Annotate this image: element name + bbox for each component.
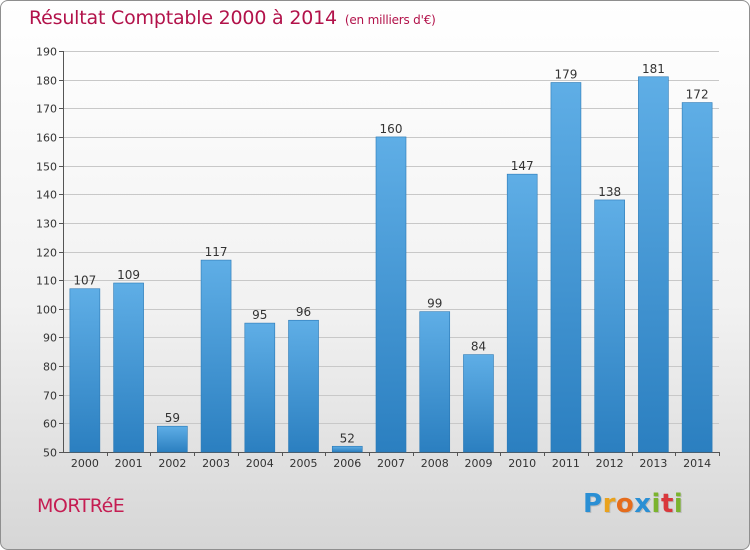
bar — [157, 425, 188, 453]
x-tick-label: 2006 — [333, 457, 361, 470]
x-tick-label: 2004 — [246, 457, 274, 470]
y-tick-label: 90 — [43, 332, 57, 345]
y-tick-label: 60 — [43, 418, 57, 431]
data-label: 172 — [686, 88, 709, 102]
x-tick-label: 2010 — [508, 457, 536, 470]
bar — [681, 102, 713, 453]
y-tick-label: 140 — [36, 189, 57, 202]
commune-name: MORTRéE — [37, 495, 125, 517]
x-tick-label: 2011 — [552, 457, 580, 470]
bar — [638, 76, 669, 453]
data-label: 117 — [205, 245, 228, 259]
y-tick-label: 150 — [36, 161, 57, 174]
logo-letter: r — [602, 489, 616, 519]
data-label: 52 — [340, 431, 355, 445]
y-tick-label: 110 — [36, 275, 57, 288]
y-tick-label: 190 — [36, 46, 57, 59]
bar — [419, 311, 451, 453]
y-tick-label: 120 — [36, 247, 57, 260]
y-tick-label: 130 — [36, 218, 57, 231]
logo-letter: P — [583, 489, 603, 519]
x-tick-label: 2007 — [377, 457, 405, 470]
bar — [113, 282, 144, 453]
data-label: 107 — [73, 274, 96, 288]
logo-letter: x — [634, 489, 652, 519]
logo-letter: o — [615, 489, 635, 519]
bar — [331, 445, 363, 453]
y-tick-label: 70 — [43, 390, 57, 403]
x-tick-label: 2009 — [464, 457, 492, 470]
data-label: 96 — [296, 305, 311, 319]
data-label: 160 — [380, 122, 403, 136]
x-tick-label: 2012 — [596, 457, 624, 470]
logo-letter: i — [651, 489, 661, 519]
x-tick-label: 2003 — [202, 457, 230, 470]
bar — [506, 173, 538, 453]
data-label: 99 — [427, 297, 442, 311]
y-tick-label: 160 — [36, 132, 57, 145]
bar — [463, 354, 494, 453]
data-label: 84 — [471, 340, 486, 354]
data-label: 147 — [511, 159, 534, 173]
bar — [200, 259, 232, 453]
bar — [69, 288, 101, 453]
x-tick-label: 2005 — [290, 457, 318, 470]
data-label: 138 — [598, 185, 621, 199]
bar — [550, 82, 582, 453]
data-label: 181 — [642, 62, 665, 76]
x-tick-label: 2000 — [71, 457, 99, 470]
y-tick-label: 80 — [43, 361, 57, 374]
x-tick-label: 2013 — [639, 457, 667, 470]
y-tick-label: 100 — [36, 304, 57, 317]
y-tick-label: 170 — [36, 103, 57, 116]
proxiti-logo: Proxiti — [583, 489, 683, 519]
bar — [244, 322, 276, 453]
data-label: 95 — [252, 308, 267, 322]
y-tick-label: 180 — [36, 75, 57, 88]
logo-letter: i — [673, 489, 684, 519]
x-tick-label: 2014 — [683, 457, 711, 470]
data-label: 179 — [554, 68, 577, 82]
chart-subtitle: (en milliers d'€) — [344, 13, 436, 27]
chart-title-text: Résultat Comptable 2000 à 2014 — [29, 7, 337, 29]
data-label: 59 — [165, 411, 180, 425]
bar — [594, 199, 625, 453]
chart-title: Résultat Comptable 2000 à 2014 (en millie… — [29, 7, 436, 29]
data-label: 109 — [117, 268, 140, 282]
bar — [288, 319, 319, 453]
x-tick-label: 2008 — [421, 457, 449, 470]
bar — [375, 136, 407, 453]
y-tick-label: 50 — [43, 447, 57, 460]
x-tick-label: 2002 — [158, 457, 186, 470]
logo-letter: t — [660, 489, 674, 519]
x-tick-label: 2001 — [115, 457, 143, 470]
